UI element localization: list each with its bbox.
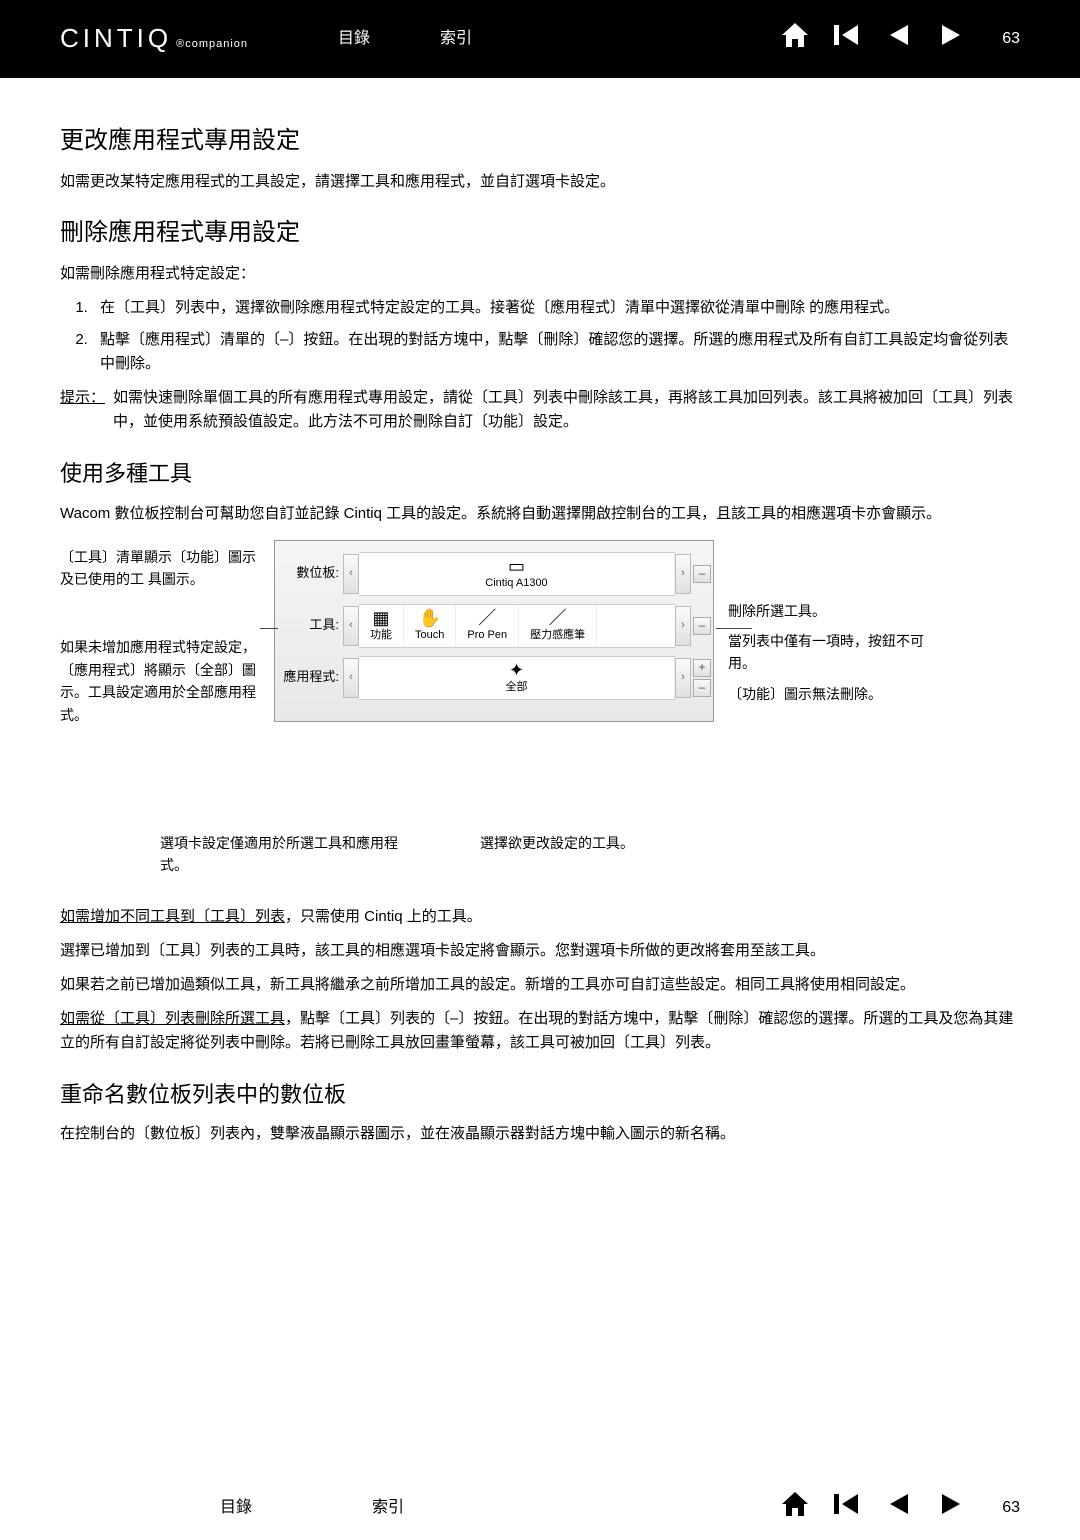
s4-p2: 選擇已增加到〔工具〕列表的工具時，該工具的相應選項卡設定將會顯示。您對選項卡所做… <box>60 939 1020 963</box>
tool-propen[interactable]: ／Pro Pen <box>456 605 519 647</box>
tablet-scroll-left[interactable]: ‹ <box>343 554 359 594</box>
tablet-item[interactable]: ▭ Cintiq A1300 <box>359 553 675 595</box>
tablet-item-label: Cintiq A1300 <box>485 575 547 593</box>
section1-text: 如需更改某特定應用程式的工具設定，請選擇工具和應用程式，並自訂選項卡設定。 <box>60 170 1020 194</box>
apps-label: 應用程式: <box>277 667 343 688</box>
right-note-1: 刪除所選工具。 <box>728 600 928 622</box>
app-all[interactable]: ✦全部 <box>359 657 675 699</box>
next-page-icon[interactable] <box>936 21 966 57</box>
prev-page-icon[interactable] <box>884 1490 914 1526</box>
diagram-left-notes: 〔工具〕清單顯示〔功能〕圖示及已使用的工 具圖示。 如果未增加應用程式特定設定，… <box>60 540 260 772</box>
right-note-3: 〔功能〕圖示無法刪除。 <box>728 683 928 705</box>
right-note-2: 當列表中僅有一項時，按鈕不可用。 <box>728 630 928 675</box>
footer-nav-links: 目錄 索引 <box>220 1495 404 1521</box>
first-page-icon[interactable] <box>832 1490 862 1526</box>
s4-p3: 如果若之前已增加過類似工具，新工具將繼承之前所增加工具的設定。新增的工具亦可自訂… <box>60 973 1020 997</box>
left-note-1: 〔工具〕清單顯示〔功能〕圖示及已使用的工 具圖示。 <box>60 546 260 591</box>
step-2: 點擊〔應用程式〕清單的〔–〕按鈕。在出現的對話方塊中，點擊〔刪除〕確認您的選擇。… <box>92 328 1020 376</box>
tip-text: 如需快速刪除單個工具的所有應用程式專用設定，請從〔工具〕列表中刪除該工具，再將該… <box>113 386 1020 434</box>
apps-row: 應用程式: ‹ ✦全部 › + – <box>277 655 711 701</box>
apps-minus[interactable]: – <box>693 679 711 697</box>
header-nav-links: 目錄 索引 <box>338 26 472 52</box>
index-link-footer[interactable]: 索引 <box>372 1495 404 1521</box>
tools-scroll-left[interactable]: ‹ <box>343 606 359 646</box>
apps-items: ✦全部 <box>359 656 675 700</box>
section5-title: 重命名數位板列表中的數位板 <box>60 1077 1020 1112</box>
tools-label: 工具: <box>277 615 343 636</box>
left-note-2: 如果未增加應用程式特定設定，〔應用程式〕將顯示〔全部〕圖示。工具設定適用於全部應… <box>60 636 260 726</box>
s4-p4: 如需從〔工具〕列表刪除所選工具，點擊〔工具〕列表的〔–〕按鈕。在出現的對話方塊中… <box>60 1007 1020 1055</box>
next-page-icon[interactable] <box>936 1490 966 1526</box>
toc-link[interactable]: 目錄 <box>338 26 370 52</box>
apps-scroll-right[interactable]: › <box>675 658 691 698</box>
section3-text: Wacom 數位板控制台可幫助您自訂並記錄 Cintiq 工具的設定。系統將自動… <box>60 502 1020 526</box>
connector-line <box>716 628 752 629</box>
tablet-scroll-right[interactable]: › <box>675 554 691 594</box>
tools-minus[interactable]: – <box>693 617 711 635</box>
index-link[interactable]: 索引 <box>440 26 472 52</box>
section2-intro: 如需刪除應用程式特定設定： <box>60 262 1020 286</box>
tip-label: 提示： <box>60 386 105 434</box>
apps-side: + – <box>693 659 711 697</box>
tablet-items: ▭ Cintiq A1300 <box>359 552 675 596</box>
s4-p1-underline: 如需增加不同工具到〔工具〕列表 <box>60 908 285 925</box>
toc-link-footer[interactable]: 目錄 <box>220 1495 252 1521</box>
callout-2: 選擇欲更改設定的工具。 <box>480 832 634 877</box>
footer-bar: 目錄 索引 63 <box>0 1476 1080 1540</box>
section1-title: 更改應用程式專用設定 <box>60 122 1020 160</box>
diagram-callouts: 選項卡設定僅適用於所選工具和應用程式。 選擇欲更改設定的工具。 <box>60 832 1020 877</box>
brand-name: CINTIQ <box>60 18 172 60</box>
callout-1: 選項卡設定僅適用於所選工具和應用程式。 <box>160 832 420 877</box>
tablet-icon: ▭ <box>508 557 525 575</box>
s4-p4-underline: 如需從〔工具〕列表刪除所選工具 <box>60 1010 285 1027</box>
apps-scroll-left[interactable]: ‹ <box>343 658 359 698</box>
home-icon[interactable] <box>780 21 810 57</box>
footer-nav-icons: 63 <box>780 1490 1020 1526</box>
functions-icon: ▦ <box>372 609 389 627</box>
propen-icon: ／ <box>478 609 496 627</box>
tool-label: Pro Pen <box>467 627 507 645</box>
page-number: 63 <box>1002 26 1020 52</box>
s4-p1-rest: ，只需使用 Cintiq 上的工具。 <box>285 908 482 925</box>
tool-functions[interactable]: ▦功能 <box>359 605 404 647</box>
header-bar: CINTIQ ®companion 目錄 索引 63 <box>0 0 1080 78</box>
apps-plus[interactable]: + <box>693 659 711 677</box>
tool-label: Touch <box>415 627 444 645</box>
tools-row: 工具: ‹ ▦功能 ✋Touch ／Pro Pen ／壓力感應筆 › – <box>277 603 711 649</box>
section2-tip: 提示： 如需快速刪除單個工具的所有應用程式專用設定，請從〔工具〕列表中刪除該工具… <box>60 386 1020 434</box>
tool-label: 功能 <box>370 627 392 645</box>
all-apps-icon: ✦ <box>509 661 524 679</box>
tools-scroll-right[interactable]: › <box>675 606 691 646</box>
brand-logo: CINTIQ ®companion <box>60 18 248 60</box>
control-panel: 數位板: ‹ ▭ Cintiq A1300 › – 工具: ‹ ▦功能 <box>274 540 714 722</box>
section3-title: 使用多種工具 <box>60 456 1020 491</box>
tool-touch[interactable]: ✋Touch <box>404 605 456 647</box>
tool-pressure-pen[interactable]: ／壓力感應筆 <box>519 605 597 647</box>
home-icon[interactable] <box>780 1490 810 1526</box>
tools-items: ▦功能 ✋Touch ／Pro Pen ／壓力感應筆 <box>359 604 675 648</box>
section2-title: 刪除應用程式專用設定 <box>60 214 1020 252</box>
diagram-right-notes: 刪除所選工具。 當列表中僅有一項時，按鈕不可用。 〔功能〕圖示無法刪除。 <box>728 540 928 714</box>
header-nav-icons: 63 <box>780 21 1020 57</box>
connector-line <box>260 628 278 629</box>
tools-diagram: 〔工具〕清單顯示〔功能〕圖示及已使用的工 具圖示。 如果未增加應用程式特定設定，… <box>60 540 1020 772</box>
tools-side: – <box>693 617 711 635</box>
tablet-label: 數位板: <box>277 563 343 584</box>
step-1: 在〔工具〕列表中，選擇欲刪除應用程式特定設定的工具。接著從〔應用程式〕清單中選擇… <box>92 296 1020 320</box>
s4-p1: 如需增加不同工具到〔工具〕列表，只需使用 Cintiq 上的工具。 <box>60 905 1020 929</box>
tablet-side: – <box>693 565 711 583</box>
section2-steps: 在〔工具〕列表中，選擇欲刪除應用程式特定設定的工具。接著從〔應用程式〕清單中選擇… <box>60 296 1020 376</box>
tablet-minus[interactable]: – <box>693 565 711 583</box>
tool-label: 壓力感應筆 <box>530 627 585 645</box>
brand-sub: ®companion <box>176 36 248 54</box>
first-page-icon[interactable] <box>832 21 862 57</box>
touch-icon: ✋ <box>418 609 440 627</box>
app-label: 全部 <box>506 679 528 697</box>
tablet-row: 數位板: ‹ ▭ Cintiq A1300 › – <box>277 551 711 597</box>
page-number-footer: 63 <box>1002 1495 1020 1521</box>
pen-icon: ／ <box>549 609 567 627</box>
prev-page-icon[interactable] <box>884 21 914 57</box>
page-content: 更改應用程式專用設定 如需更改某特定應用程式的工具設定，請選擇工具和應用程式，並… <box>0 78 1080 1196</box>
section5-text: 在控制台的〔數位板〕列表內，雙擊液晶顯示器圖示，並在液晶顯示器對話方塊中輸入圖示… <box>60 1122 1020 1146</box>
